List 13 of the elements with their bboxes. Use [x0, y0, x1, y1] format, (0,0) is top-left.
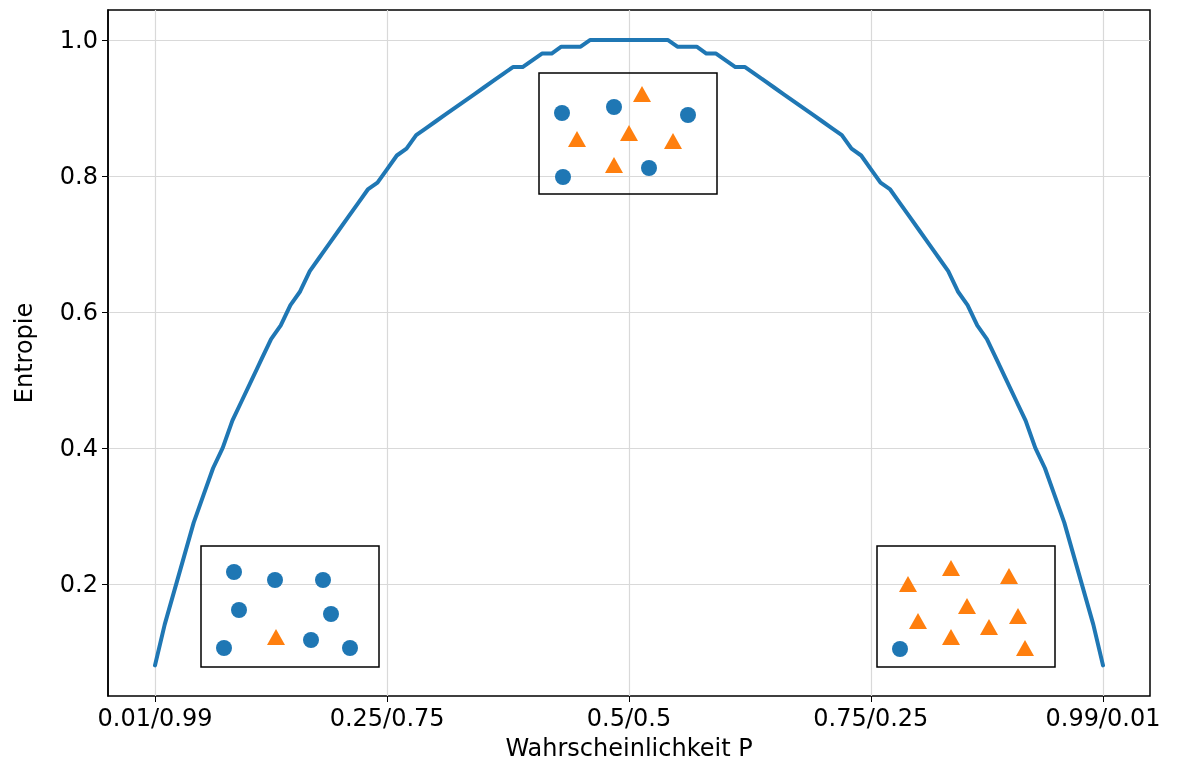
x-tick-label: 0.99/0.01: [1045, 704, 1161, 732]
x-axis-title: Wahrscheinlichkeit P: [505, 734, 753, 762]
y-tick-label: 0.2: [59, 569, 98, 598]
x-tick-label: 0.01/0.99: [97, 704, 213, 732]
y-tick-label: 0.8: [59, 161, 98, 190]
y-axis-title: Entropie: [10, 302, 38, 404]
y-tick-label: 0.6: [59, 297, 98, 326]
line-series: [153, 37, 1105, 668]
y-tick-label: 0.4: [59, 433, 98, 462]
x-tick-label: 0.25/0.75: [329, 704, 445, 732]
y-tick-label: 1.0: [59, 25, 98, 54]
x-tick-label: 0.5/0.5: [586, 704, 672, 732]
x-tick-label: 0.75/0.25: [813, 704, 929, 732]
